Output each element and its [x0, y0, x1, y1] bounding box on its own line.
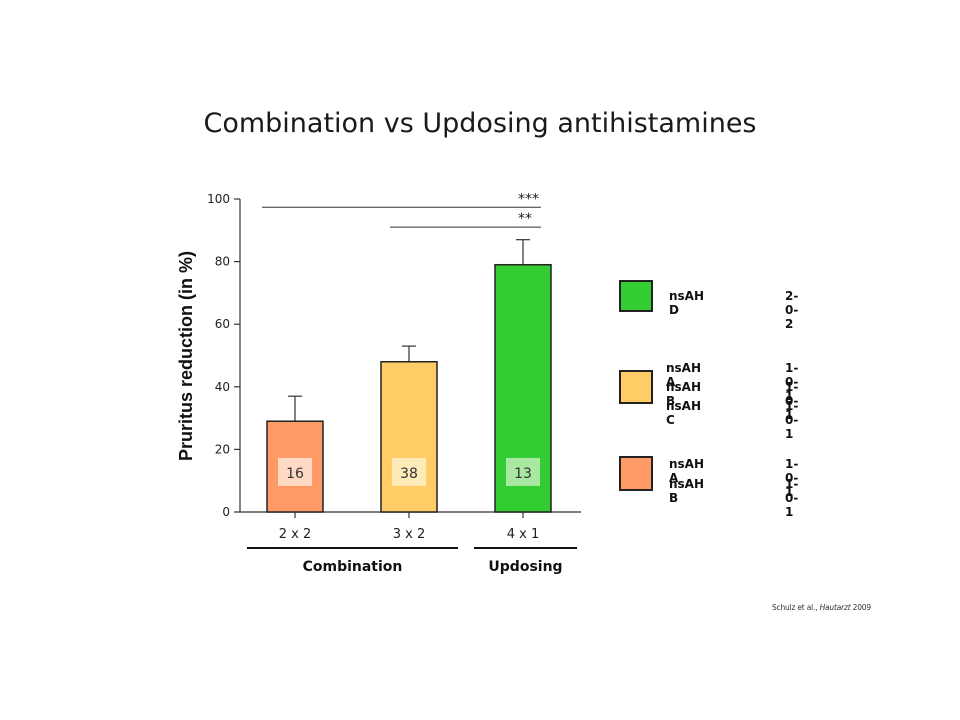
- legend-swatch: [619, 280, 653, 312]
- count-label: 16: [286, 466, 304, 482]
- y-tick-label: 80: [215, 255, 230, 269]
- count-box: [392, 457, 426, 486]
- count-box: [506, 457, 540, 486]
- legend-drug-label: nsAH B: [666, 380, 702, 408]
- legend-drug-label: nsAH A: [669, 457, 705, 485]
- y-axis-label: Pruritus reduction (in %): [176, 251, 196, 461]
- group-label: Combination: [303, 559, 403, 575]
- legend-dose-label: 1-0-1: [785, 380, 799, 422]
- y-tick-label: 40: [215, 380, 230, 394]
- citation-year: 2009: [852, 603, 872, 612]
- legend-drug-label: nsAH B: [669, 477, 705, 505]
- x-tick-label: 4 x 1: [507, 527, 540, 542]
- count-label: 38: [400, 466, 418, 482]
- slide-title: Combination vs Updosing antihistamines: [203, 108, 757, 139]
- y-tick-label: 20: [215, 442, 230, 456]
- citation: Schulz et al., Hautarzt 2009: [772, 603, 871, 612]
- group-label: Updosing: [488, 559, 562, 575]
- x-tick-label: 3 x 2: [393, 527, 426, 542]
- x-tick-label: 2 x 2: [279, 527, 312, 542]
- y-tick-label: 0: [222, 505, 230, 519]
- legend-drug-label: nsAH C: [666, 399, 702, 427]
- legend-swatch: [619, 370, 653, 404]
- count-label: 13: [514, 466, 532, 482]
- significance-label: ***: [518, 191, 539, 207]
- legend-dose-label: 1-0-1: [785, 477, 799, 519]
- legend-dose-label: 1-0-1: [785, 361, 799, 403]
- bar: [380, 361, 438, 513]
- citation-authors: Schulz et al.,: [772, 603, 818, 612]
- y-tick-label: 60: [215, 317, 230, 331]
- legend-drug-label: nsAH A: [666, 361, 702, 389]
- citation-journal: Hautarzt: [819, 603, 851, 612]
- legend-dose-label: 1-0-1: [785, 457, 799, 499]
- legend-dose-label: 2-0-2: [785, 289, 799, 331]
- y-tick-label: 100: [207, 192, 230, 206]
- legend-swatch: [619, 456, 653, 491]
- significance-label: **: [518, 211, 532, 227]
- count-box: [278, 457, 312, 486]
- legend-drug-label: nsAH D: [669, 289, 705, 317]
- legend-dose-label: 1-0-1: [785, 399, 799, 441]
